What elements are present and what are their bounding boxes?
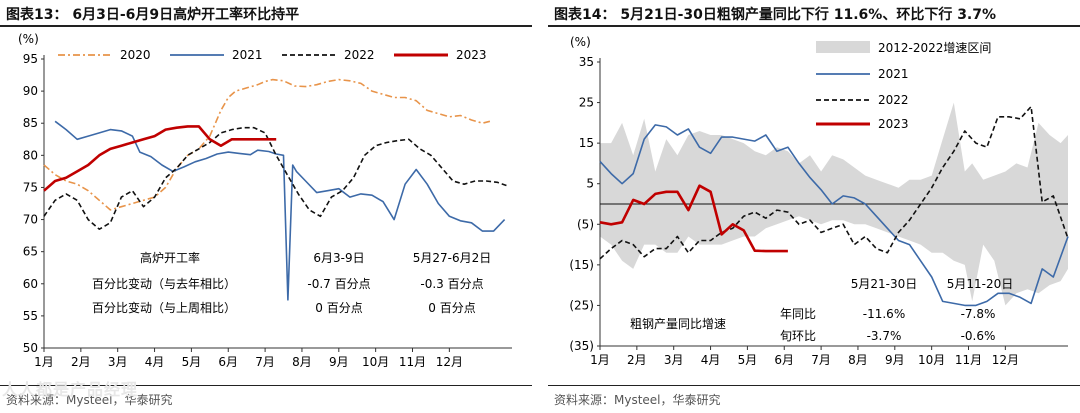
x-tick-label: 6月: [218, 355, 238, 369]
right-annotation-row2-col1: -3.7%: [867, 329, 902, 343]
x-tick-label: 7月: [255, 355, 275, 369]
right-source-rule: [548, 385, 1080, 386]
y-tick-label: 70: [23, 213, 38, 227]
x-tick-label: 3月: [664, 353, 684, 367]
left-annotation-col2-header: 5月27-6月2日: [413, 251, 492, 265]
x-tick-label: 11月: [955, 353, 982, 367]
y-tick-label: (15): [569, 258, 594, 272]
x-tick-label: 12月: [992, 353, 1019, 367]
right-title-rule: [548, 25, 1080, 27]
right-annotation-row1-col1: -11.6%: [863, 307, 905, 321]
left-source-note: 资料来源：Mysteel，华泰研究: [6, 393, 173, 407]
legend-label-2022: 2022: [878, 93, 909, 107]
series-line-2021: [599, 124, 1069, 307]
left-title-rule: [0, 25, 532, 27]
right-annotation-col1-header: 5月21-30日: [851, 277, 918, 291]
legend-label-2023: 2023: [878, 117, 909, 131]
left-annotation-row1-col2: -0.3 百分点: [420, 277, 483, 291]
y-tick-label: 60: [23, 277, 38, 291]
legend-swatch-band: [816, 41, 870, 53]
y-tick-label: 35: [579, 55, 594, 69]
left-annotation-row2-col1: 0 百分点: [315, 301, 362, 315]
y-axis-unit: (%): [18, 32, 39, 46]
x-tick-label: 7月: [811, 353, 831, 367]
x-tick-label: 9月: [329, 355, 349, 369]
legend-label-2023: 2023: [456, 48, 487, 62]
x-tick-label: 8月: [848, 353, 868, 367]
left-annotation-row1-label: 百分比变动（与去年相比）: [92, 276, 236, 291]
legend-label-2022: 2022: [344, 48, 375, 62]
y-tick-label: 65: [23, 245, 38, 259]
x-tick-label: 10月: [918, 353, 945, 367]
x-tick-label: 9月: [885, 353, 905, 367]
right-annotation-header: 粗钢产量同比增速: [630, 317, 726, 331]
watermark: 人人都是产品经理: [2, 380, 139, 399]
y-tick-label: 25: [579, 96, 594, 110]
left-annotation-header: 高炉开工率: [140, 250, 200, 265]
x-tick-label: 5月: [738, 353, 758, 367]
y-tick-label: 75: [23, 180, 38, 194]
y-tick-label: (35): [569, 339, 594, 353]
series-line-2023: [43, 125, 277, 192]
y-tick-label: 5: [586, 177, 594, 191]
y-axis-unit: (%): [570, 35, 591, 49]
right-annotation-col2-header: 5月11-20日: [947, 277, 1014, 291]
left-panel-title: 图表13： 6月3日-6月9日高炉开工率环比持平: [6, 7, 300, 23]
x-tick-label: 8月: [292, 355, 312, 369]
x-tick-label: 6月: [774, 353, 794, 367]
series-line-2021: [54, 120, 506, 301]
left-panel: 图表13： 6月3日-6月9日高炉开工率环比持平 50 55 60 65 70 75 80 8…: [0, 0, 532, 413]
right-annotation-row2-col2: -0.6%: [961, 329, 996, 343]
x-tick-label: 2月: [71, 355, 91, 369]
legend-label-2020: 2020: [120, 48, 151, 62]
y-tick-label: (25): [569, 298, 594, 312]
x-tick-label: 10月: [362, 355, 389, 369]
right-annotation-row1-col2: -7.8%: [961, 307, 996, 321]
left-source-rule: [0, 385, 532, 386]
x-tick-label: 2月: [627, 353, 647, 367]
y-tick-label: 55: [23, 309, 38, 323]
left-annotation-row2-col2: 0 百分点: [428, 301, 475, 315]
x-tick-label: 12月: [436, 355, 463, 369]
x-tick-label: 11月: [399, 355, 426, 369]
y-tick-label: (5): [577, 217, 594, 231]
right-annotation-row2-label: 旬环比: [780, 329, 816, 343]
legend-label-band: 2012-2022增速区间: [878, 41, 991, 55]
right-panel: 图表14： 5月21日-30日粗钢产量同比下行 11.6%、环比下行 3.7% …: [548, 0, 1080, 413]
x-tick-label: 3月: [108, 355, 128, 369]
y-tick-label: 50: [23, 341, 38, 355]
left-annotation-row1-col1: -0.7 百分点: [307, 277, 370, 291]
y-tick-label: 90: [23, 84, 38, 98]
x-tick-label: 5月: [182, 355, 202, 369]
series-line-2022: [43, 126, 509, 230]
crude-steel-chart: (35) (25) (15) (5) 5 15 25 35 (%) 1月 2月 3月 4月 5月 6月 7月 8…: [569, 35, 1069, 367]
blast-furnace-chart: 50 55 60 65 70 75 80 85 90 95 (%) 1月 2月 3月 4月 5月 6月 7月 8月 9…: [18, 32, 512, 369]
legend-label-2021: 2021: [878, 67, 909, 81]
x-tick-label: 4月: [145, 355, 165, 369]
y-tick-label: 80: [23, 148, 38, 162]
right-source-note: 资料来源：Mysteel，华泰研究: [554, 393, 721, 407]
series-line-2022: [599, 105, 1069, 260]
y-tick-label: 85: [23, 116, 38, 130]
left-annotation-col1-header: 6月3-9日: [313, 251, 364, 265]
left-annotation-row2-label: 百分比变动（与上周相比）: [92, 300, 236, 315]
legend-label-2021: 2021: [232, 48, 263, 62]
y-tick-label: 15: [579, 136, 594, 150]
series-line-2020: [43, 78, 491, 211]
x-tick-label: 1月: [34, 355, 54, 369]
y-tick-label: 95: [23, 52, 38, 66]
right-annotation-row1-label: 年同比: [780, 307, 816, 321]
right-panel-title: 图表14： 5月21日-30日粗钢产量同比下行 11.6%、环比下行 3.7%: [554, 7, 997, 23]
x-tick-label: 4月: [701, 353, 721, 367]
series-line-2023: [599, 184, 788, 253]
x-tick-label: 1月: [590, 353, 610, 367]
